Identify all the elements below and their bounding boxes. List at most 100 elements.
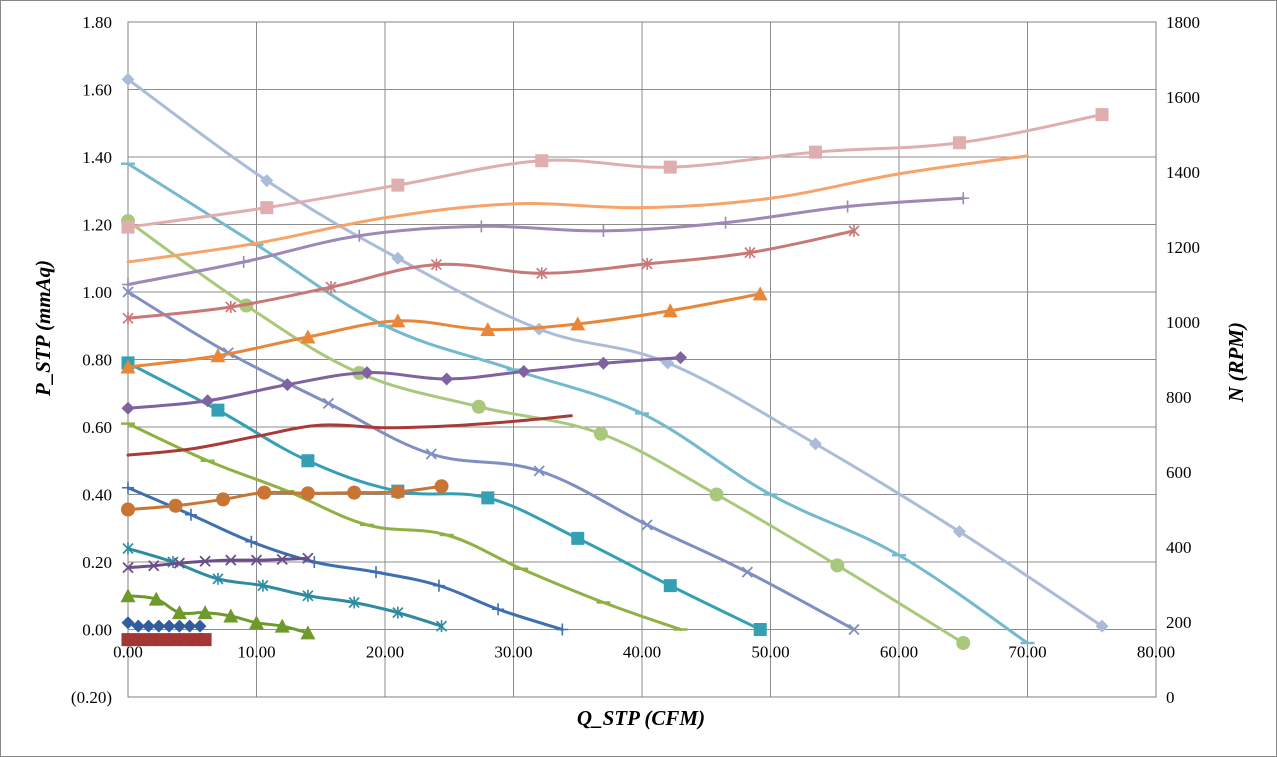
series-18 bbox=[126, 414, 573, 457]
series-2 bbox=[121, 162, 1035, 645]
series-7 bbox=[122, 481, 569, 636]
data-point-marker bbox=[120, 588, 136, 603]
data-point-marker bbox=[121, 220, 135, 234]
data-point-marker bbox=[216, 492, 231, 507]
series-line bbox=[126, 556, 310, 570]
data-point-marker bbox=[121, 401, 135, 415]
data-point-marker bbox=[260, 201, 274, 215]
y-tick-label: 1.40 bbox=[82, 148, 112, 167]
series-line bbox=[126, 356, 683, 410]
data-point-marker bbox=[302, 589, 314, 602]
data-point-marker bbox=[848, 224, 860, 237]
data-point-marker bbox=[471, 399, 486, 414]
data-point-marker bbox=[533, 465, 545, 477]
data-point-marker bbox=[156, 633, 170, 647]
data-point-marker bbox=[211, 403, 225, 417]
y-tick-label: 1.20 bbox=[82, 216, 112, 235]
data-point-marker bbox=[322, 397, 335, 410]
x-tick-label: 20.00 bbox=[366, 643, 404, 662]
data-point-marker bbox=[120, 359, 136, 374]
data-point-marker bbox=[148, 591, 164, 606]
data-point-marker bbox=[122, 312, 134, 325]
data-point-marker bbox=[641, 519, 653, 531]
data-point-marker bbox=[199, 555, 211, 567]
data-point-marker bbox=[172, 619, 186, 633]
data-point-marker bbox=[301, 454, 315, 468]
data-point-marker bbox=[249, 615, 264, 630]
data-point-marker bbox=[492, 603, 505, 616]
x-tick-label: 0.00 bbox=[113, 643, 143, 662]
data-point-marker bbox=[300, 625, 316, 640]
data-point-marker bbox=[570, 316, 586, 331]
data-point-marker bbox=[148, 560, 160, 572]
x-tick-label: 40.00 bbox=[623, 643, 661, 662]
data-point-marker bbox=[245, 535, 258, 548]
data-point-marker bbox=[250, 554, 263, 566]
series-4 bbox=[122, 286, 860, 636]
data-point-marker bbox=[663, 579, 677, 593]
series-12 bbox=[121, 108, 1109, 234]
data-point-marker bbox=[225, 554, 237, 566]
data-point-marker bbox=[225, 301, 237, 313]
data-point-marker bbox=[430, 258, 442, 271]
data-point-marker bbox=[257, 579, 269, 592]
data-point-marker bbox=[663, 160, 677, 174]
data-point-marker bbox=[122, 542, 134, 555]
series-line bbox=[126, 486, 564, 631]
y-tick-label: 0.20 bbox=[82, 553, 112, 572]
x-tick-label: 70.00 bbox=[1008, 643, 1046, 662]
data-point-marker bbox=[133, 633, 147, 647]
data-point-marker bbox=[122, 561, 134, 574]
data-point-marker bbox=[571, 531, 585, 545]
data-point-marker bbox=[952, 525, 966, 539]
data-point-marker bbox=[435, 620, 448, 633]
series-line bbox=[126, 422, 683, 631]
y2-tick-label: 800 bbox=[1166, 388, 1192, 407]
x-tick-label: 60.00 bbox=[880, 643, 918, 662]
data-point-marker bbox=[808, 145, 822, 159]
data-point-marker bbox=[197, 605, 213, 620]
data-point-marker bbox=[752, 286, 768, 301]
series-11 bbox=[121, 633, 212, 647]
data-point-marker bbox=[662, 303, 678, 318]
series-line bbox=[126, 290, 856, 631]
data-point-marker bbox=[597, 224, 610, 237]
data-point-marker bbox=[121, 72, 135, 86]
series-line bbox=[126, 414, 573, 457]
series-line bbox=[126, 229, 856, 320]
data-point-marker bbox=[121, 502, 135, 517]
data-point-marker bbox=[434, 479, 449, 494]
data-point-marker bbox=[121, 633, 135, 647]
data-point-marker bbox=[370, 566, 383, 579]
y-tick-label: (0.20) bbox=[71, 688, 112, 707]
series-20 bbox=[122, 552, 314, 574]
data-point-marker bbox=[390, 313, 406, 328]
data-point-marker bbox=[709, 487, 724, 502]
y2-tick-label: 1600 bbox=[1166, 88, 1200, 107]
data-point-marker bbox=[481, 491, 495, 505]
y-tick-label: 1.60 bbox=[82, 81, 112, 100]
data-point-marker bbox=[276, 553, 288, 566]
x-axis-title: Q_STP (CFM) bbox=[577, 706, 705, 730]
series-line bbox=[126, 77, 1104, 628]
tick-labels: (0.20) 0.00 0.20 0.40 0.60 0.80 1.00 1.20 1.40 1.… bbox=[71, 13, 1200, 707]
series-13 bbox=[126, 154, 1029, 264]
data-point-marker bbox=[480, 322, 496, 336]
data-point-marker bbox=[300, 486, 315, 501]
data-point-marker bbox=[162, 619, 176, 633]
data-point-marker bbox=[183, 619, 197, 633]
y-tick-label: 1.00 bbox=[82, 283, 112, 302]
data-point-marker bbox=[753, 623, 767, 636]
data-point-marker bbox=[556, 623, 569, 636]
y-tick-label: 0.80 bbox=[82, 351, 112, 370]
series-line bbox=[126, 196, 965, 286]
y2-tick-label: 1800 bbox=[1166, 13, 1200, 32]
data-point-marker bbox=[830, 558, 845, 573]
data-point-marker bbox=[173, 557, 186, 569]
data-point-marker bbox=[1095, 619, 1109, 633]
data-point-marker bbox=[167, 633, 181, 647]
data-point-marker bbox=[121, 616, 135, 630]
y2-tick-label: 600 bbox=[1166, 463, 1192, 482]
series-9 bbox=[120, 588, 316, 640]
